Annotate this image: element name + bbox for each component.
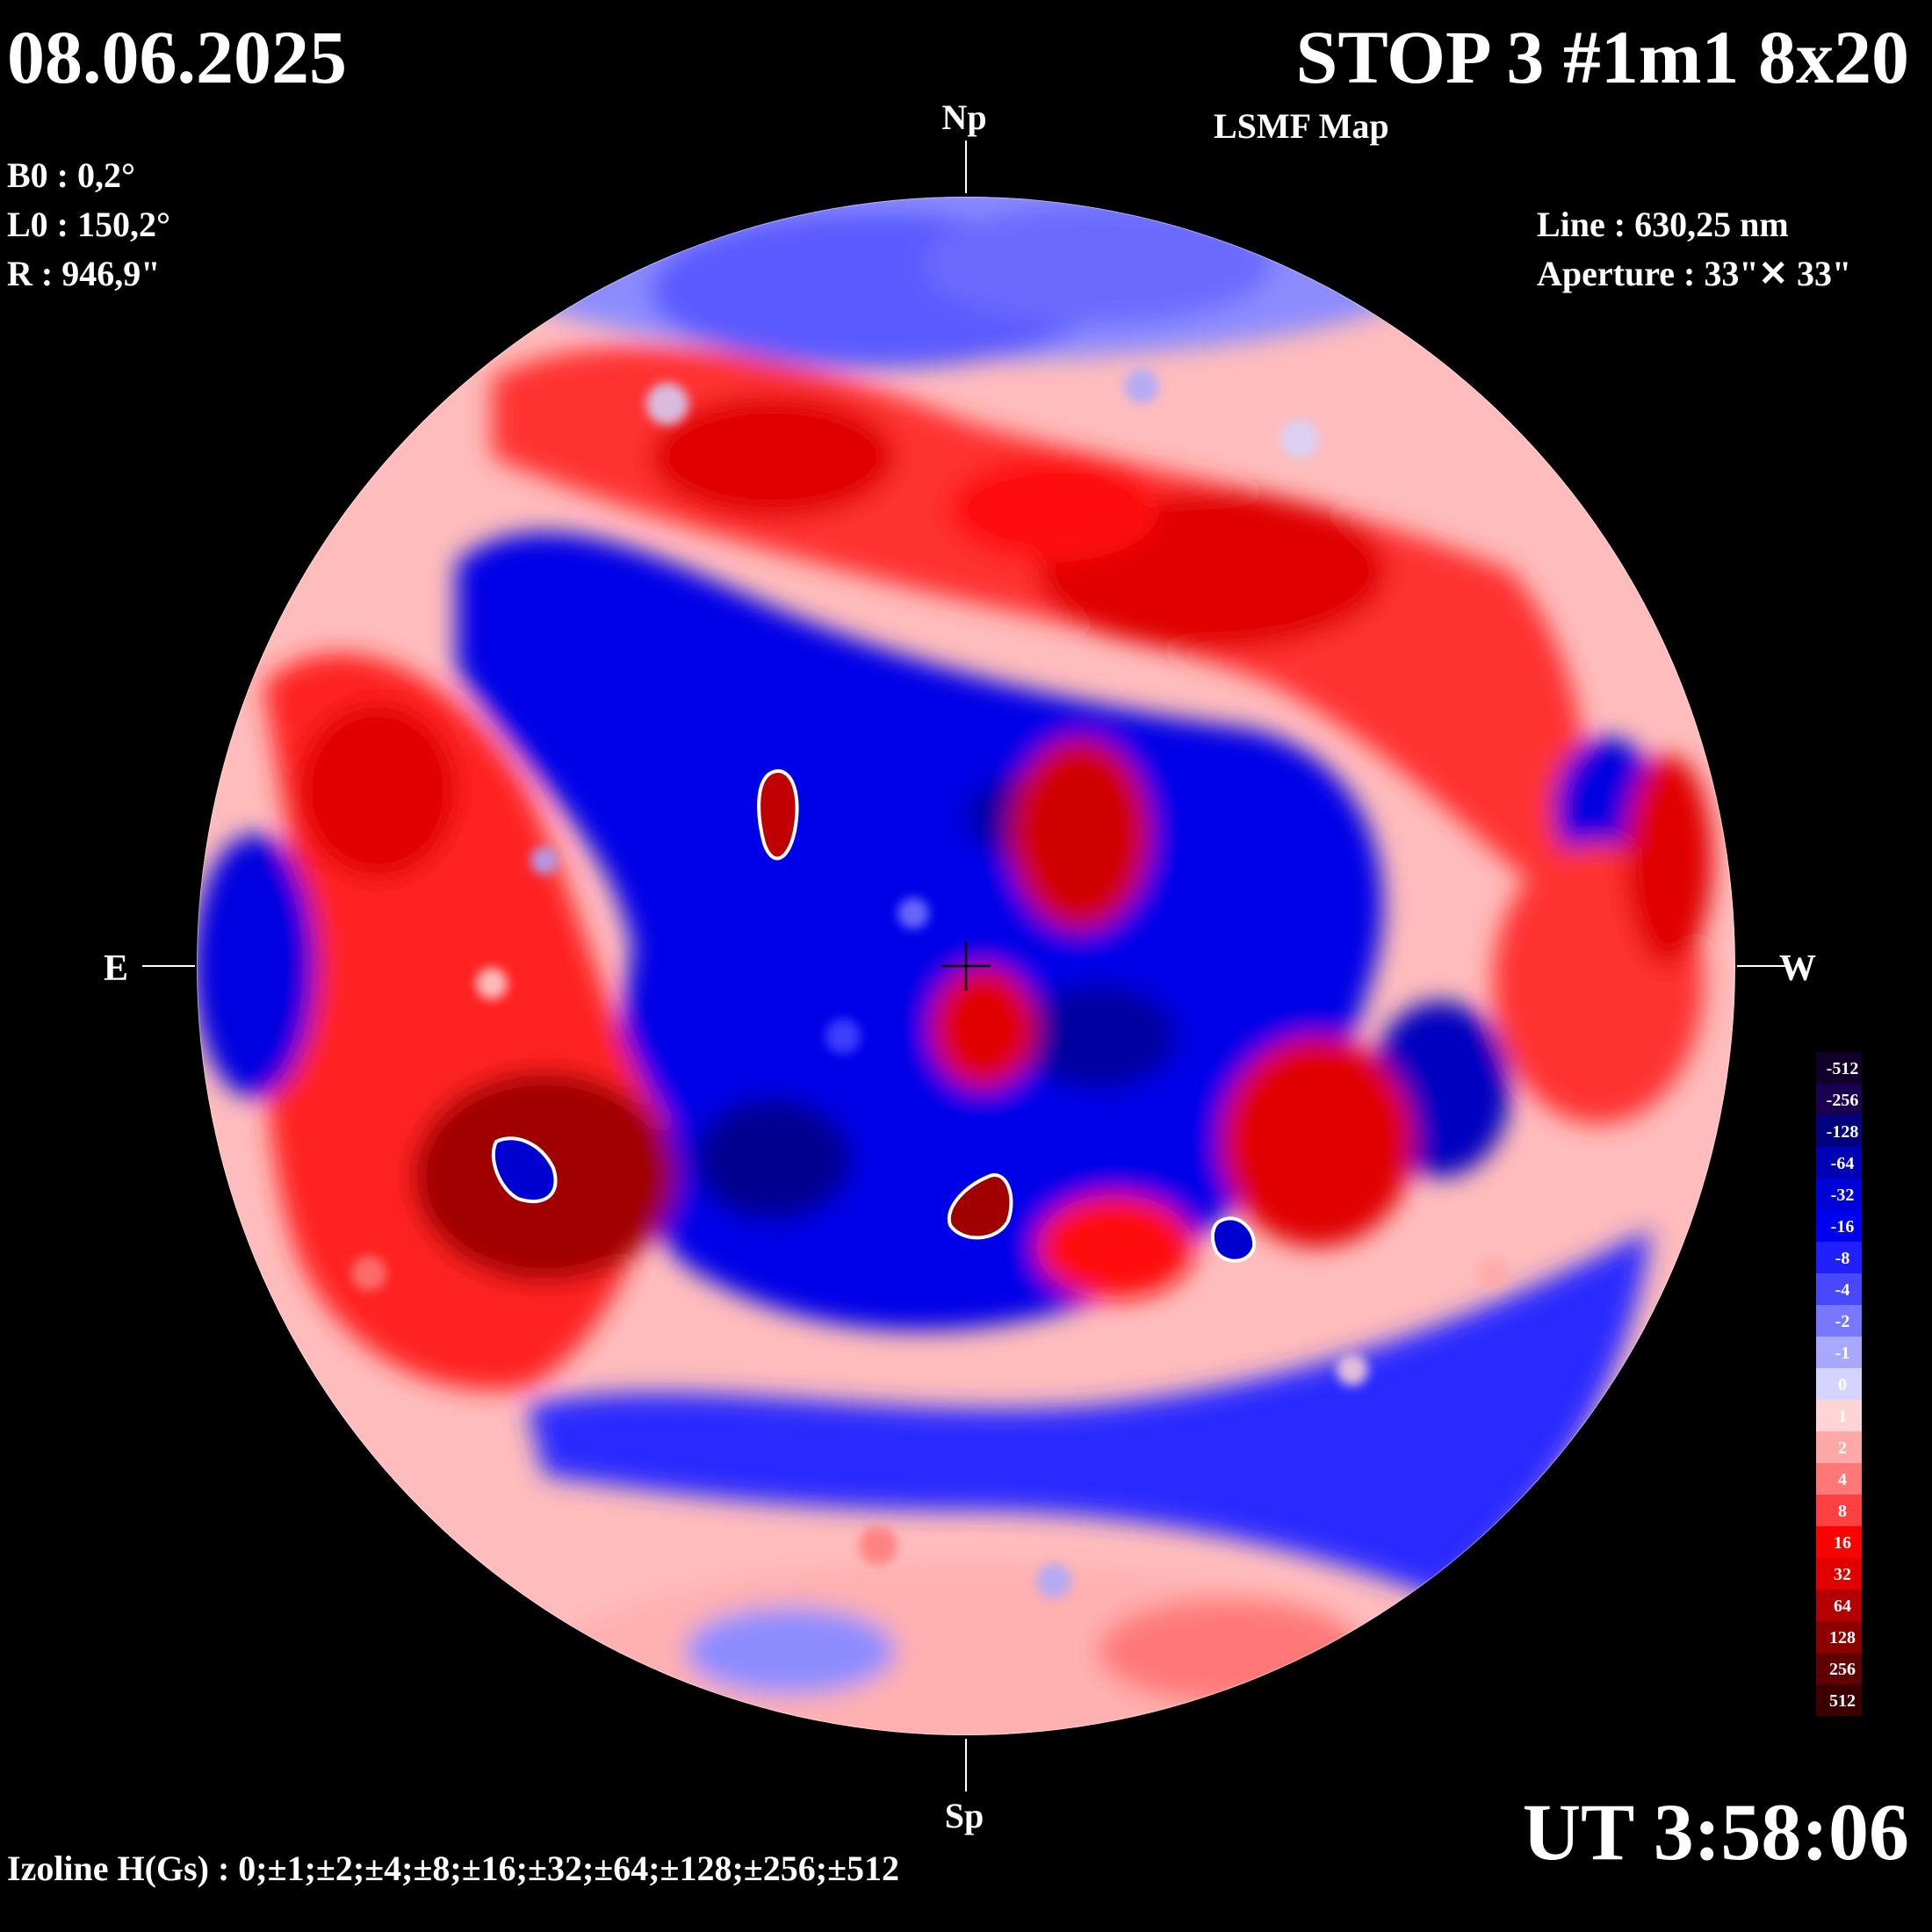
scale-swatch bbox=[1816, 1147, 1862, 1179]
observation-date: 08.06.2025 bbox=[7, 15, 347, 99]
scale-label: 512 bbox=[1829, 1691, 1856, 1711]
scale-label: -64 bbox=[1831, 1154, 1855, 1173]
scale-label: -512 bbox=[1827, 1059, 1859, 1078]
scale-swatch bbox=[1816, 1115, 1862, 1147]
scale-swatch bbox=[1816, 1179, 1862, 1210]
scale-label: 256 bbox=[1829, 1660, 1856, 1679]
scale-swatch bbox=[1816, 1431, 1862, 1463]
scale-label: -4 bbox=[1835, 1280, 1850, 1300]
map-subtitle: LSMF Map bbox=[1214, 106, 1389, 146]
scale-label: 2 bbox=[1838, 1438, 1847, 1458]
east-label: E bbox=[104, 948, 129, 989]
scale-label: 1 bbox=[1838, 1407, 1847, 1426]
spectral-line: Line : 630,25 nm bbox=[1537, 205, 1789, 244]
scale-label: 16 bbox=[1834, 1533, 1851, 1553]
l0-value: L0 : 150,2° bbox=[7, 205, 170, 244]
scale-swatch bbox=[1816, 1368, 1862, 1400]
scale-label: -16 bbox=[1831, 1217, 1855, 1236]
scale-swatch bbox=[1816, 1052, 1862, 1084]
scale-label: 4 bbox=[1838, 1470, 1847, 1489]
north-pole-label: Np bbox=[941, 97, 987, 137]
scale-label: -8 bbox=[1835, 1249, 1850, 1268]
ut-time: UT 3:58:06 bbox=[1522, 1787, 1909, 1877]
scale-swatch bbox=[1816, 1084, 1862, 1115]
map-title: STOP 3 #1m1 8x20 bbox=[1295, 15, 1909, 99]
center-cross bbox=[941, 941, 991, 991]
b0-value: B0 : 0,2° bbox=[7, 155, 135, 195]
solar-disk bbox=[197, 197, 1735, 1735]
scale-swatch bbox=[1816, 1526, 1862, 1558]
scale-swatch bbox=[1816, 1273, 1862, 1305]
axis-ticks bbox=[142, 141, 1790, 1791]
izoline-legend: Izoline H(Gs) : 0;±1;±2;±4;±8;±16;±32;±6… bbox=[7, 1849, 900, 1888]
color-scale: -512 -256 -128 -64 -32 -16 -8 -4 -2 -1 0 1 2 4 8 16 32 64… bbox=[1816, 1052, 1862, 1716]
scale-swatch bbox=[1816, 1558, 1862, 1590]
scale-swatch bbox=[1816, 1305, 1862, 1337]
scale-label: 128 bbox=[1829, 1628, 1856, 1647]
scale-swatch bbox=[1816, 1210, 1862, 1242]
scale-swatch bbox=[1816, 1684, 1862, 1716]
scale-label: -128 bbox=[1827, 1122, 1859, 1142]
scale-swatch bbox=[1816, 1463, 1862, 1495]
aperture-value: Aperture : 33"✕ 33" bbox=[1537, 254, 1852, 293]
west-label: W bbox=[1779, 948, 1816, 989]
scale-label: -2 bbox=[1835, 1312, 1850, 1331]
scale-label: -1 bbox=[1835, 1344, 1850, 1363]
scale-label: 8 bbox=[1838, 1502, 1847, 1521]
scale-swatch bbox=[1816, 1242, 1862, 1273]
scale-label: 0 bbox=[1838, 1375, 1847, 1395]
scale-label: 32 bbox=[1834, 1565, 1851, 1584]
scale-swatch bbox=[1816, 1400, 1862, 1431]
scale-swatch bbox=[1816, 1495, 1862, 1526]
scale-label: -256 bbox=[1827, 1091, 1859, 1110]
radius-value: R : 946,9" bbox=[7, 254, 161, 293]
scale-swatch bbox=[1816, 1653, 1862, 1684]
scale-swatch bbox=[1816, 1590, 1862, 1621]
scale-swatch bbox=[1816, 1337, 1862, 1368]
scale-label: 64 bbox=[1834, 1597, 1851, 1616]
scale-label: -32 bbox=[1831, 1186, 1855, 1205]
scale-swatch bbox=[1816, 1621, 1862, 1653]
south-pole-label: Sp bbox=[944, 1796, 984, 1835]
